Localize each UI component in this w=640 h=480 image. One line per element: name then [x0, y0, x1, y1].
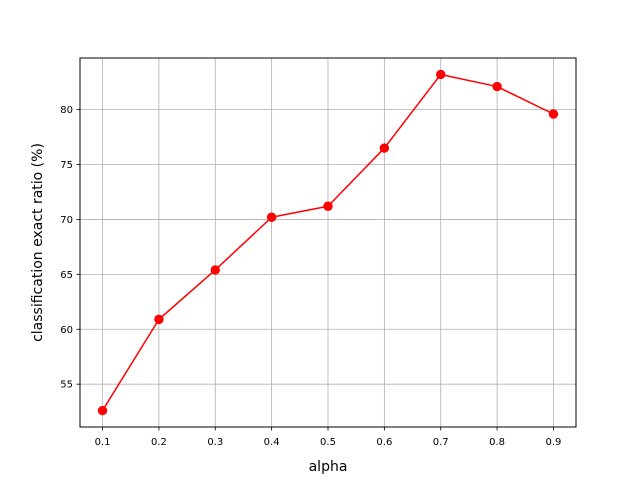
x-tick-label: 0.5 — [320, 437, 336, 448]
data-point-marker — [436, 69, 446, 80]
x-tick-label: 0.2 — [151, 437, 167, 448]
data-point-marker — [266, 212, 277, 222]
y-tick-label: 70 — [60, 215, 73, 226]
data-point-marker — [154, 314, 164, 325]
x-tick-label: 0.8 — [489, 437, 505, 448]
data-point-marker — [492, 81, 502, 92]
y-axis-label: classification exact ratio (%) — [30, 143, 46, 342]
y-tick-label: 65 — [60, 270, 73, 281]
series-layer — [97, 69, 559, 416]
x-tick-label: 0.1 — [95, 437, 111, 448]
data-point-marker — [323, 201, 333, 211]
x-tick-label: 0.3 — [207, 437, 223, 448]
x-tick-label: 0.9 — [546, 437, 562, 448]
y-tick-label: 75 — [60, 160, 73, 171]
data-point-marker — [210, 265, 220, 275]
grid — [80, 58, 576, 427]
x-tick-label: 0.7 — [433, 437, 449, 448]
y-tick-label: 80 — [60, 105, 73, 116]
data-point-marker — [548, 109, 559, 119]
y-tick-label: 60 — [60, 325, 73, 336]
axis-ticks: 0.1 0.2 0.3 0.4 0.5 0.6 0.7 0.8 0.9 55 60 65 70 75 80 — [60, 105, 561, 448]
data-point-marker — [379, 143, 390, 153]
x-tick-label: 0.6 — [376, 437, 392, 448]
data-point-marker — [97, 405, 108, 416]
y-tick-label: 55 — [60, 380, 73, 391]
x-tick-label: 0.4 — [264, 437, 280, 448]
x-axis-label: alpha — [309, 459, 348, 475]
